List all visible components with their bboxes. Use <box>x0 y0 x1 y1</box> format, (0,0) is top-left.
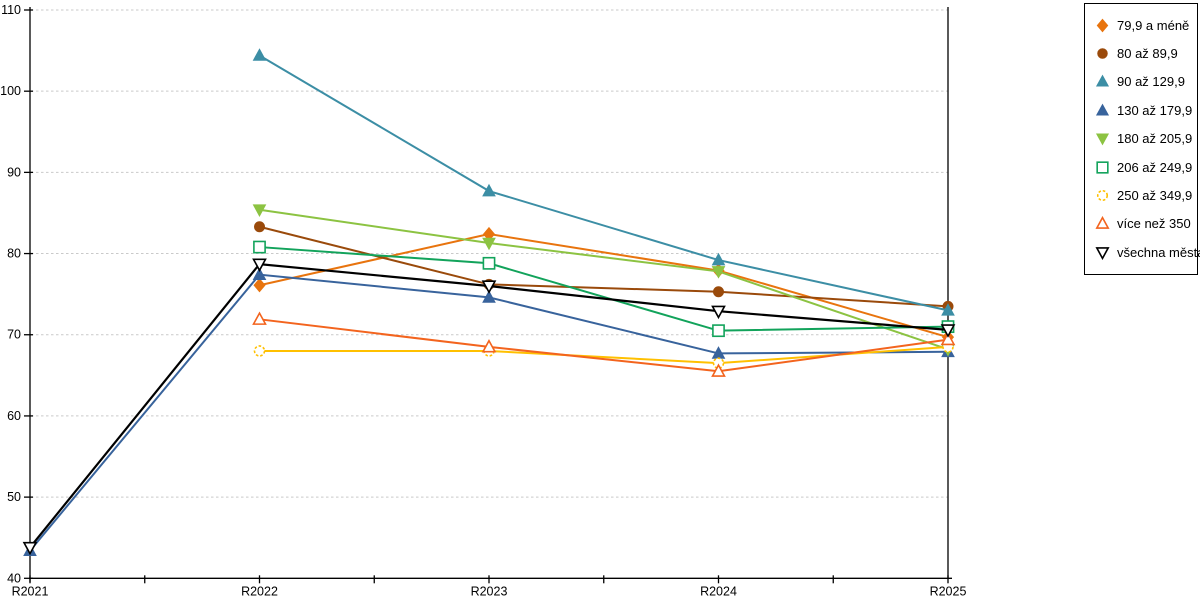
marker-circle <box>712 357 725 369</box>
marker-triangle-down <box>711 266 726 279</box>
marker-triangle-down <box>481 280 497 294</box>
marker-circle <box>254 221 265 233</box>
legend-item: 206 až 249,9 <box>1095 153 1193 181</box>
legend-label: 79,9 a méně <box>1117 17 1190 33</box>
marker-triangle-up <box>482 290 496 303</box>
legend-item: všechna města <box>1095 238 1200 266</box>
marker-circle <box>713 286 724 298</box>
legend-label: více než 350 <box>1117 216 1191 232</box>
marker-triangle-up <box>711 363 726 377</box>
marker-circle <box>1096 189 1109 202</box>
x-tick-label: R2023 <box>471 584 508 598</box>
marker-triangle-down <box>252 258 267 272</box>
marker-triangle-up <box>1095 75 1110 88</box>
legend-label: 90 až 129,9 <box>1117 74 1185 90</box>
series-line <box>259 225 949 308</box>
y-tick-label: 90 <box>7 165 21 179</box>
marker-diamond <box>1096 18 1109 33</box>
series-line <box>259 345 949 365</box>
series-line <box>258 54 949 312</box>
x-tick-label: R2022 <box>241 584 278 598</box>
series-line <box>29 262 949 549</box>
marker-triangle-down <box>22 541 38 556</box>
triangle-down-icon <box>1095 133 1110 146</box>
marker-circle <box>1097 48 1108 59</box>
y-tick-label: 70 <box>7 328 21 342</box>
marker-diamond <box>253 278 266 293</box>
y-tick-label: 80 <box>7 247 21 261</box>
triangle-up-icon <box>1095 216 1110 230</box>
legend-item: 80 až 89,9 <box>1095 39 1193 67</box>
circle-icon <box>1096 189 1109 202</box>
y-tick-label: 60 <box>7 409 21 423</box>
legend-label: všechna města <box>1117 244 1200 260</box>
legend-label: 130 až 179,9 <box>1117 102 1193 118</box>
marker-triangle-up <box>252 48 267 61</box>
y-tick-label: 50 <box>7 490 21 504</box>
x-tick-label: R2025 <box>930 584 967 598</box>
series-line <box>259 246 949 332</box>
y-tick-label: 40 <box>7 571 21 585</box>
marker-square <box>482 256 496 270</box>
marker-triangle-up <box>941 303 955 316</box>
marker-square <box>1096 161 1109 174</box>
series-4 <box>252 204 955 357</box>
marker-square <box>712 324 725 338</box>
axes: 40 50 60 70 80 90 100 110 R2021 R2022 R2023 R2024 R2… <box>0 3 966 598</box>
series-line <box>29 273 949 552</box>
marker-square <box>253 240 266 254</box>
legend-item: 130 až 179,9 <box>1095 96 1193 124</box>
diamond-icon <box>1096 18 1109 33</box>
legend-item: 79,9 a méně <box>1095 11 1193 39</box>
marker-triangle-down <box>482 237 496 251</box>
series-6 <box>253 341 954 369</box>
y-tick-label: 100 <box>0 84 21 98</box>
marker-triangle-up <box>252 311 267 325</box>
series-line <box>259 208 949 351</box>
legend-label: 180 až 205,9 <box>1117 131 1193 147</box>
series-3 <box>23 267 955 556</box>
circle-icon <box>1097 48 1108 59</box>
series-8 <box>22 258 956 556</box>
marker-triangle-down <box>711 305 726 320</box>
y-tick-label: 110 <box>1 3 21 17</box>
marker-triangle-down <box>1095 246 1110 260</box>
marker-triangle-up <box>1095 103 1110 116</box>
triangle-up-icon <box>1095 75 1110 88</box>
marker-triangle-down <box>1095 133 1110 146</box>
marker-triangle-up <box>940 331 956 346</box>
marker-triangle-down <box>252 204 267 217</box>
gridlines <box>31 9 948 498</box>
triangle-down-icon <box>1095 246 1110 260</box>
legend-item: 180 až 205,9 <box>1095 125 1193 153</box>
marker-triangle-up <box>482 183 496 197</box>
legend-label: 206 až 249,9 <box>1117 159 1193 175</box>
legend-item: 250 až 349,9 <box>1095 181 1193 209</box>
legend-label: 80 až 89,9 <box>1117 46 1178 62</box>
marker-triangle-up <box>252 267 267 280</box>
legend-item: 90 až 129,9 <box>1095 68 1193 96</box>
series-7 <box>252 311 956 377</box>
marker-triangle-up <box>481 339 497 353</box>
triangle-up-icon <box>1095 103 1110 116</box>
marker-circle <box>253 345 266 357</box>
marker-triangle-down <box>940 324 956 338</box>
legend-item: více než 350 <box>1095 210 1193 238</box>
x-tick-label: R2021 <box>12 584 49 598</box>
series-line <box>259 233 949 339</box>
marker-triangle-up <box>711 252 726 266</box>
square-icon <box>1096 161 1109 174</box>
marker-triangle-up <box>1095 216 1110 230</box>
series-line <box>259 318 949 373</box>
x-tick-label: R2024 <box>700 584 737 598</box>
series-2 <box>252 48 955 316</box>
chart-legend: 79,9 a méně 80 až 89,9 90 až 129,9 130 až 1… <box>1084 3 1200 275</box>
legend-label: 250 až 349,9 <box>1117 188 1193 204</box>
